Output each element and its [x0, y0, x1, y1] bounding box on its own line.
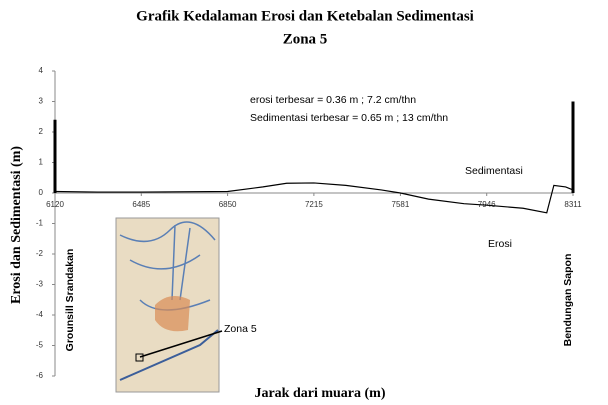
x-tick-label: 6485 — [132, 200, 150, 209]
chart-subtitle: Zona 5 — [283, 31, 328, 47]
chart: Grafik Kedalaman Erosi dan Ketebalan Sed… — [0, 0, 608, 405]
annotation: Sedimentasi — [465, 165, 523, 177]
y-tick-label: -1 — [36, 219, 44, 228]
x-axis-label: Jarak dari muara (m) — [254, 386, 385, 401]
annotation: Erosi — [488, 238, 512, 250]
annotation: Zona 5 — [224, 323, 257, 335]
annotation: Grounsill Srandakan — [64, 249, 76, 352]
y-tick-label: -2 — [36, 249, 44, 258]
annotation: Bendungan Sapon — [562, 254, 574, 347]
annotation: Sedimentasi terbesar = 0.65 m ; 13 cm/th… — [250, 112, 448, 124]
y-tick-label: -4 — [36, 310, 44, 319]
annotation: erosi terbesar = 0.36 m ; 7.2 cm/thn — [250, 94, 416, 106]
location-map — [116, 218, 219, 392]
y-tick-label: -5 — [36, 341, 44, 350]
x-tick-label: 8311 — [564, 200, 582, 209]
y-tick-label: 2 — [39, 127, 44, 136]
x-tick-label: 6120 — [46, 200, 64, 209]
y-tick-label: -3 — [36, 280, 44, 289]
x-tick-label: 7215 — [305, 200, 323, 209]
x-tick-label: 7581 — [392, 200, 410, 209]
y-tick-label: 4 — [39, 66, 44, 75]
chart-title: Grafik Kedalaman Erosi dan Ketebalan Sed… — [136, 8, 474, 24]
y-tick-label: 1 — [39, 158, 44, 167]
y-tick-label: -6 — [36, 371, 44, 380]
y-tick-label: 0 — [39, 188, 44, 197]
y-axis-label: Erosi dan Sedimentasi (m) — [9, 146, 24, 304]
x-tick-label: 6850 — [219, 200, 237, 209]
y-tick-label: 3 — [39, 97, 44, 106]
